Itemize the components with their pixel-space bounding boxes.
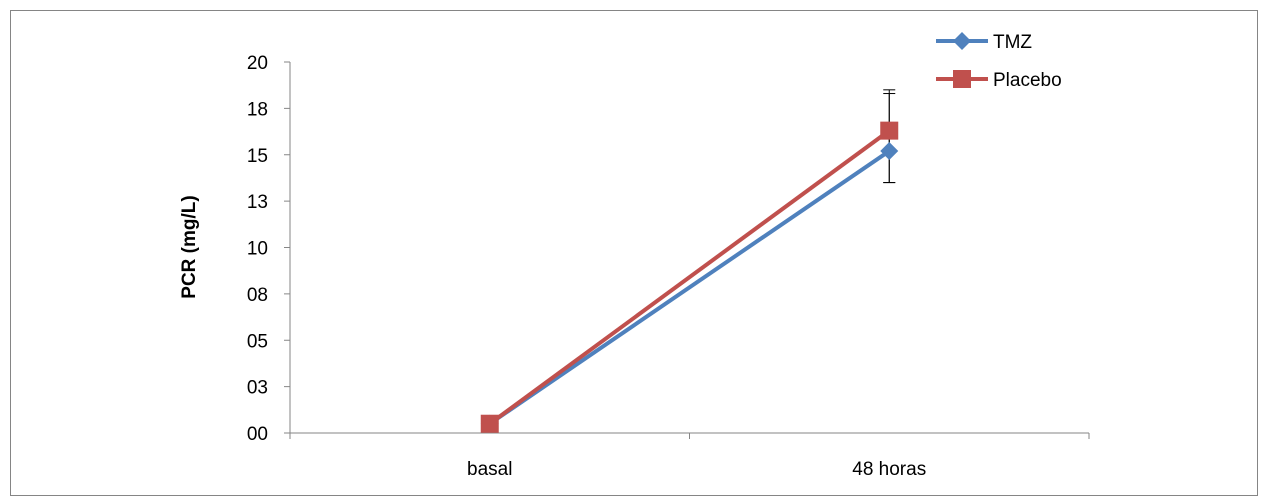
legend: TMZ Placebo	[936, 32, 1062, 91]
y-tick-label: 00	[247, 424, 268, 445]
series-line-placebo	[490, 131, 890, 424]
series-lines	[490, 131, 890, 424]
x-tick-label: 48 horas	[852, 459, 926, 480]
legend-marker-tmz	[953, 32, 971, 50]
y-tick-label: 08	[247, 285, 268, 306]
data-point-placebo	[880, 122, 898, 140]
y-axis-title: PCR (mg/L)	[179, 195, 200, 298]
y-tick-label: 13	[247, 192, 268, 213]
y-tick-label: 20	[247, 53, 268, 74]
y-tick-label: 05	[247, 331, 268, 352]
x-tick-label: basal	[467, 459, 512, 480]
y-tick-label: 03	[247, 378, 268, 399]
data-point-placebo	[481, 415, 499, 433]
series-line-tmz	[490, 151, 890, 424]
legend-label-tmz: TMZ	[993, 32, 1032, 53]
legend-marker-placebo	[953, 70, 971, 88]
y-tick-label: 18	[247, 99, 268, 120]
y-tick-label: 10	[247, 239, 268, 260]
legend-label-placebo: Placebo	[993, 70, 1062, 91]
y-tick-label: 15	[247, 146, 268, 167]
axes: 00 03 05 08 10 13 15 18 20 basal 48 horas	[247, 53, 1089, 480]
